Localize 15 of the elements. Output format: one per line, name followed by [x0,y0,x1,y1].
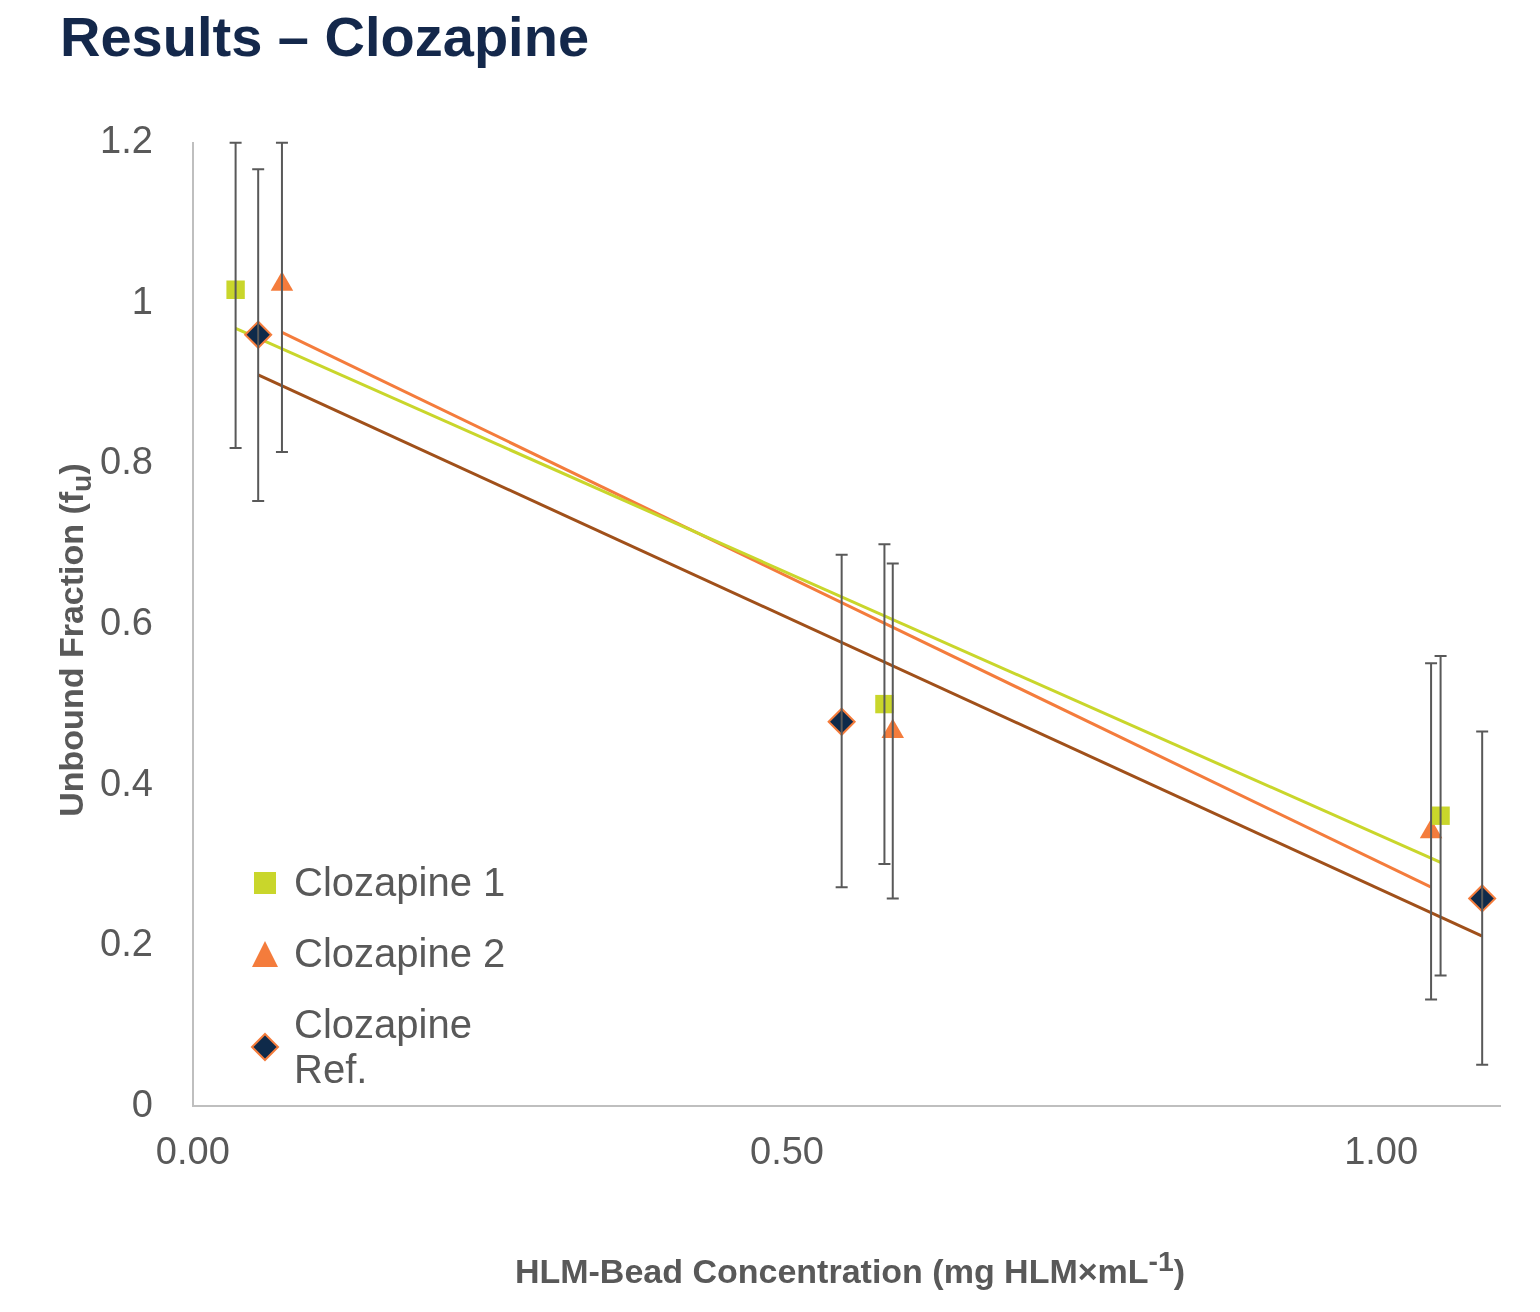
y-tick-label: 0.2 [100,922,153,965]
x-tick-label: 0.00 [155,1129,230,1172]
x-tick-label: 0.50 [750,1129,824,1172]
legend-label: Clozapine 2 [294,931,507,976]
legend-label: Clozapine Ref. [294,1002,473,1092]
chart-title: Results – Clozapine [60,4,590,69]
legend-label: Clozapine 1 [294,860,507,905]
x-tick-label: 1.00 [1344,1129,1419,1172]
y-tick-label: 1 [131,279,153,322]
y-tick-label: 1.2 [100,119,153,162]
y-tick-label: 0.4 [100,761,153,804]
y-tick-label: 0 [131,1082,153,1125]
y-tick-label: 0.8 [100,440,153,483]
y-tick-label: 0.6 [100,601,153,644]
x-axis-title: HLM-Bead Concentration (mg HLM×mL$^{-1}$) [513,1245,1187,1292]
